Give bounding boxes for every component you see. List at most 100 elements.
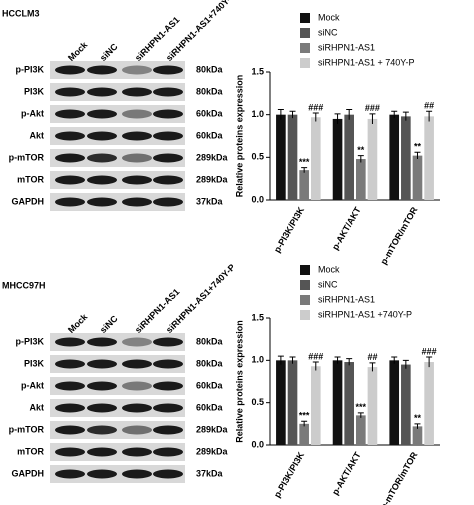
error-bar	[346, 109, 353, 120]
lane-label: siNC	[98, 313, 120, 335]
band	[55, 65, 85, 75]
error-bar	[369, 362, 376, 372]
band	[122, 87, 152, 97]
legend-swatch	[300, 58, 310, 68]
error-bar	[334, 113, 341, 125]
kda-label: 60kDa	[196, 380, 224, 390]
band	[87, 425, 117, 435]
blot-strip	[50, 83, 185, 101]
band	[122, 197, 152, 207]
row-label: Akt	[29, 130, 44, 140]
lane-label: Mock	[66, 311, 90, 335]
x-tick-label: p-AKT/AKT	[330, 450, 363, 497]
bar	[332, 360, 343, 445]
blot-strip	[50, 465, 185, 483]
blot-strip	[50, 377, 185, 395]
band	[122, 153, 152, 163]
blot-strip	[50, 171, 185, 189]
bar	[310, 117, 321, 200]
legend-label: siNC	[318, 279, 338, 289]
band	[153, 447, 183, 457]
error-bar	[414, 151, 421, 160]
legend-swatch	[300, 310, 310, 320]
band	[122, 337, 152, 347]
legend-label: siRHPN1-AS1 + 740Y-P	[318, 57, 414, 67]
band	[55, 359, 85, 369]
band	[122, 447, 152, 457]
band	[153, 469, 183, 479]
band	[55, 403, 85, 413]
significance: **	[414, 413, 422, 423]
kda-label: 80kDa	[196, 336, 224, 346]
kda-label: 80kDa	[196, 86, 224, 96]
band	[87, 65, 117, 75]
kda-label: 60kDa	[196, 108, 224, 118]
legend-swatch	[300, 265, 310, 275]
band	[122, 469, 152, 479]
band	[122, 65, 152, 75]
bar	[287, 360, 298, 445]
bar	[424, 362, 434, 445]
blot-strip	[50, 193, 185, 211]
error-bar	[312, 112, 319, 122]
significance: ###	[422, 346, 437, 356]
error-bar	[426, 356, 433, 368]
y-tick-label: 1.5	[251, 66, 264, 76]
band	[55, 87, 85, 97]
band	[153, 359, 183, 369]
band	[87, 197, 117, 207]
significance: ###	[365, 103, 380, 113]
kda-label: 60kDa	[196, 402, 224, 412]
band	[55, 131, 85, 141]
lane-label: Mock	[66, 39, 90, 63]
error-bar	[391, 110, 398, 119]
bar	[401, 116, 411, 200]
y-tick-label: 1.0	[251, 109, 264, 119]
y-tick-label: 0.5	[251, 397, 264, 407]
kda-label: 37kDa	[196, 196, 224, 206]
band	[55, 447, 85, 457]
error-bar	[369, 113, 376, 125]
row-label: GAPDH	[11, 196, 44, 206]
band	[87, 109, 117, 119]
error-bar	[289, 356, 296, 364]
band	[153, 197, 183, 207]
bar	[389, 360, 400, 445]
significance: **	[414, 142, 422, 152]
y-axis-label: Relative proteins expression	[234, 320, 244, 443]
significance: ##	[424, 101, 434, 111]
bar	[299, 170, 309, 200]
error-bar	[277, 355, 284, 365]
row-label: p-Akt	[21, 380, 44, 390]
row-label: PI3K	[24, 358, 45, 368]
band	[87, 381, 117, 391]
row-label: PI3K	[24, 86, 45, 96]
x-tick-label: p-PI3K/PI3K	[272, 450, 306, 500]
significance: ##	[367, 352, 377, 362]
x-tick-label: p-PI3K/PI3K	[272, 205, 306, 255]
band	[87, 359, 117, 369]
x-tick-label: p-mTOR/mTOR	[378, 205, 419, 266]
kda-label: 289kDa	[196, 424, 229, 434]
error-bar	[357, 155, 364, 163]
band	[55, 381, 85, 391]
legend-swatch	[300, 43, 310, 53]
band	[153, 65, 183, 75]
significance: ***	[299, 157, 310, 167]
band	[87, 403, 117, 413]
bar	[367, 118, 378, 200]
error-bar	[391, 356, 398, 364]
kda-label: 289kDa	[196, 152, 229, 162]
legend-swatch	[300, 295, 310, 305]
error-bar	[334, 356, 341, 364]
band	[122, 359, 152, 369]
bar	[424, 116, 434, 200]
blot-strip	[50, 149, 185, 167]
band	[122, 381, 152, 391]
bar	[276, 114, 286, 200]
legend-label: siRHPN1-AS1 +740Y-P	[318, 309, 412, 319]
row-label: p-PI3K	[15, 336, 44, 346]
kda-label: 80kDa	[196, 358, 224, 368]
band	[122, 403, 152, 413]
